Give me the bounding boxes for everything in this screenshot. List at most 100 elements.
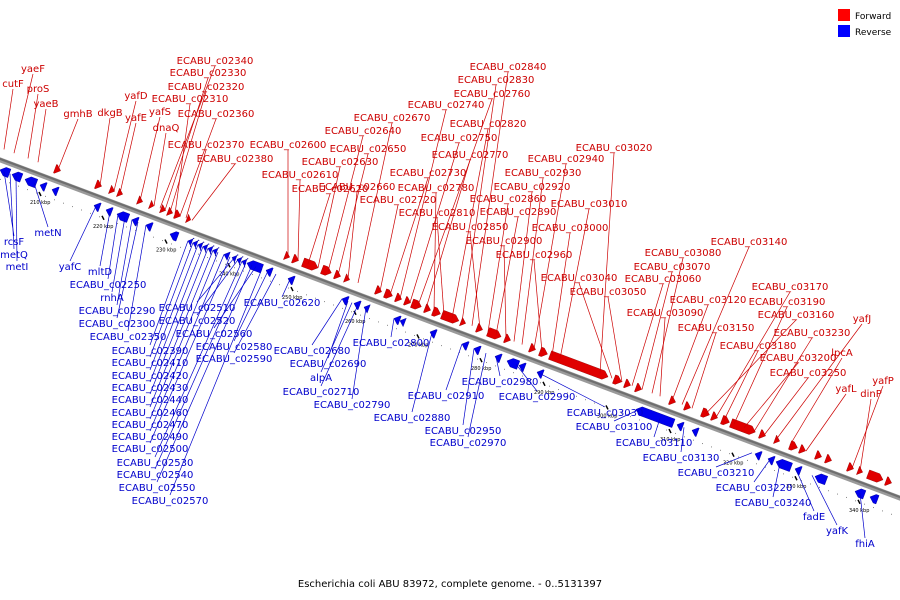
leader-line xyxy=(37,108,47,163)
forward-gene-label: ECABU_c03180 xyxy=(720,341,796,421)
scale-dot xyxy=(180,246,181,248)
reverse-gene-label: ECABU_c03240 xyxy=(735,463,811,509)
reverse-gene-shape xyxy=(169,231,180,242)
forward-gene-label: ECABU_c03000 xyxy=(532,223,609,356)
reverse-gene-label: ECABU_c02590 xyxy=(196,273,277,365)
reverse-gene-arrow xyxy=(24,176,39,189)
forward-gene-arrow xyxy=(283,250,290,260)
gene-label: ECABU_c02900 xyxy=(466,236,543,247)
reverse-gene-shape xyxy=(393,315,402,326)
scale-dot xyxy=(459,351,460,353)
reverse-gene-label: ECABU_c02990 xyxy=(499,364,575,403)
leader-line xyxy=(631,283,664,386)
forward-gene-shape xyxy=(846,462,854,472)
reverse-gene-shape xyxy=(24,176,39,189)
scale-dot xyxy=(216,260,217,262)
forward-gene-label: ECABU_c02670 xyxy=(354,113,430,283)
scale-dot xyxy=(486,362,487,364)
forward-gene-shape xyxy=(668,395,676,405)
gene-label: ECABU_c02570 xyxy=(132,496,209,507)
scale-tick xyxy=(101,215,105,221)
forward-gene-shape xyxy=(383,288,393,299)
reverse-gene-shape xyxy=(635,406,676,428)
gene-label: ECABU_c02460 xyxy=(112,408,189,419)
gene-label: ECABU_c02590 xyxy=(196,354,273,365)
leader-line xyxy=(851,385,884,469)
gene-label: ECABU_c02940 xyxy=(528,154,605,165)
scale-tick xyxy=(542,381,546,387)
leader-line xyxy=(351,307,367,400)
scale-dot xyxy=(594,402,595,404)
leader-line xyxy=(149,242,194,358)
gene-label: ECABU_c02740 xyxy=(408,100,485,111)
reverse-gene-arrow xyxy=(287,275,296,286)
reverse-gene-label: ECABU_c03220 xyxy=(716,459,792,494)
forward-gene-shape xyxy=(440,310,460,324)
forward-gene-shape xyxy=(423,303,431,313)
gene-label: ECABU_c02370 xyxy=(168,140,245,151)
leader-line xyxy=(196,257,235,303)
gene-label: metQ xyxy=(0,250,28,261)
scale-dot xyxy=(747,459,748,461)
scale-dot xyxy=(18,185,19,187)
scale-tick xyxy=(164,239,168,244)
scale-dot xyxy=(189,250,190,252)
reverse-gene-shape xyxy=(241,258,249,268)
gene-label: ECABU_c03160 xyxy=(758,310,835,321)
legend-forward-swatch xyxy=(838,9,850,21)
reverse-gene-shape xyxy=(202,243,210,253)
gene-label: ECABU_c02490 xyxy=(112,432,189,443)
gene-label: ECABU_c02640 xyxy=(325,126,402,137)
leader-line xyxy=(174,103,191,215)
forward-gene-shape xyxy=(856,465,863,475)
reverse-gene-shape xyxy=(854,488,867,500)
reverse-gene-arrow xyxy=(363,304,371,314)
reverse-gene-arrow xyxy=(187,237,195,248)
forward-gene-label: ECABU_c02330 xyxy=(164,68,246,211)
forward-gene-label: ECABU_c02850 xyxy=(432,222,508,329)
leader-line xyxy=(763,377,809,436)
gene-label: ECABU_c03000 xyxy=(532,223,609,234)
reverse-gene-label: ECABU_c02410 xyxy=(112,242,194,369)
reverse-gene-label: ECABU_c03110 xyxy=(616,418,692,449)
leader-line xyxy=(149,248,209,395)
reverse-gene-arrow xyxy=(93,202,102,212)
forward-gene-arrow xyxy=(185,213,191,224)
gene-label: ECABU_c02520 xyxy=(159,316,236,327)
leader-line xyxy=(317,166,341,268)
reverse-gene-label: ECABU_c02390 xyxy=(112,240,189,357)
gene-label: ECABU_c02860 xyxy=(470,194,547,205)
gene-label: ECABU_c02420 xyxy=(112,371,189,382)
leader-line xyxy=(513,191,533,342)
reverse-gene-arrow xyxy=(236,256,244,266)
reverse-gene-label: mltD xyxy=(88,211,112,278)
scale-dot xyxy=(801,480,802,482)
scale-tick xyxy=(290,286,294,292)
gene-label: ECABU_c03060 xyxy=(625,274,702,285)
forward-gene-arrow xyxy=(94,179,102,189)
reverse-gene-label: ECABU_c02580 xyxy=(196,270,272,353)
reverse-gene-label: ECABU_c02430 xyxy=(112,246,204,394)
reverse-gene-shape xyxy=(814,473,829,486)
leader-line xyxy=(33,182,49,228)
scale-dot xyxy=(864,503,865,505)
leader-line xyxy=(113,100,137,192)
reverse-gene-label: ECABU_c02970 xyxy=(430,352,506,449)
forward-gene-label: ECABU_c02920 xyxy=(494,182,570,342)
leader-line xyxy=(213,266,257,329)
gene-label: ECABU_c03170 xyxy=(752,282,829,293)
scale-dot xyxy=(342,307,343,309)
scale-dot xyxy=(324,301,325,303)
gene-label: ECABU_c02430 xyxy=(112,383,189,394)
scale-dot xyxy=(855,500,856,502)
gene-label: proS xyxy=(27,84,50,95)
reverse-gene-shape xyxy=(187,237,195,248)
reverse-gene-label: yafK xyxy=(811,475,849,537)
forward-gene-label: yafE xyxy=(119,113,147,194)
reverse-gene-arrow xyxy=(212,247,220,257)
scale-dot xyxy=(396,328,397,330)
gene-label: ECABU_c02410 xyxy=(112,358,189,369)
scale-dot xyxy=(711,446,712,448)
gene-label: fadE xyxy=(803,512,825,523)
leader-line xyxy=(3,88,14,150)
